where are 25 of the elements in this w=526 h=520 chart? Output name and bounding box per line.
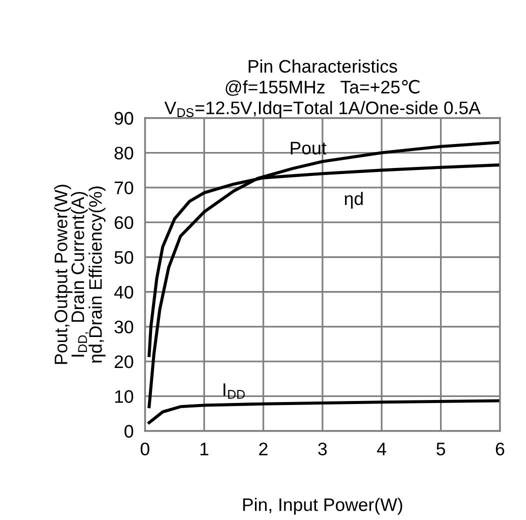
y-axis-title: Pout,Output Power(W) I$_{DD,}$ Drain Current(A) ηd,Drain Efficiency(%) xyxy=(54,184,106,364)
x-tick-label: 5 xyxy=(436,442,446,456)
x-tick-label: 3 xyxy=(318,442,327,456)
series-label: ηd xyxy=(344,192,363,209)
y-tick-label: 30 xyxy=(114,320,134,334)
x-axis-title: Pin, Input Power(W) xyxy=(243,498,402,515)
x-tick-label: 0 xyxy=(140,442,150,456)
line-series xyxy=(148,140,500,408)
series-label: Pout xyxy=(290,142,326,155)
x-tick-label: 6 xyxy=(496,442,504,456)
y-tick-label: 60 xyxy=(114,216,134,230)
y-tick-label: 20 xyxy=(114,355,134,368)
y-tick-label: 90 xyxy=(114,112,134,125)
y-tick-label: 50 xyxy=(114,251,134,264)
line-series xyxy=(148,399,500,424)
x-tick-label: 1 xyxy=(200,442,208,456)
chart-title: Pin Characteristics @f=155MHz Ta=+25℃ V$_{DS}$=12.5V,Idq=Total 1A/One-side 0.5A xyxy=(164,59,481,118)
y-tick-label: 10 xyxy=(115,390,134,403)
y-tick-label: 80 xyxy=(114,146,134,160)
series-label: I$_{DD}$ xyxy=(224,383,245,399)
y-tick-label: 40 xyxy=(114,286,134,299)
y-tick-label: 70 xyxy=(114,181,134,194)
x-tick-label: 4 xyxy=(377,442,386,456)
y-tick-label: 0 xyxy=(124,424,134,438)
x-tick-label: 2 xyxy=(259,442,268,456)
